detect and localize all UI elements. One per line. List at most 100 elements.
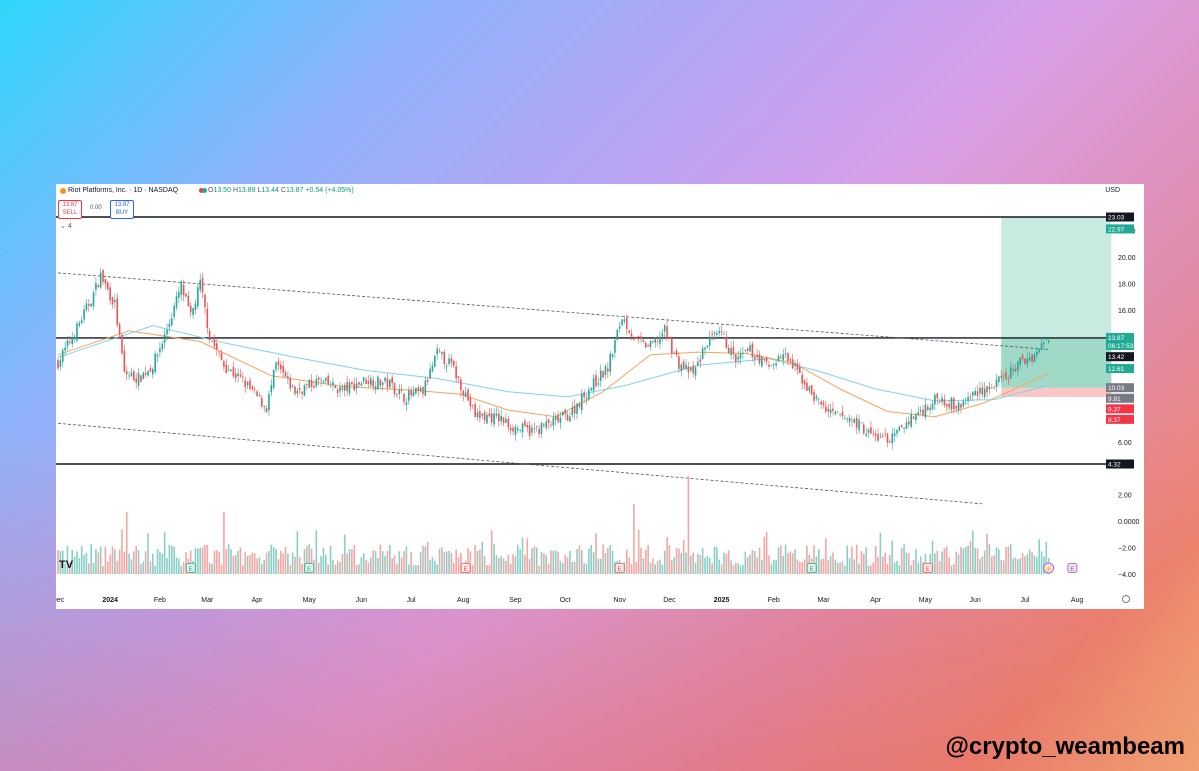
candle-body	[599, 370, 602, 381]
candle-body	[97, 284, 100, 288]
volume-bar	[230, 549, 232, 574]
volume-bar	[915, 548, 917, 574]
candle-body	[1028, 357, 1031, 361]
candle-body	[213, 339, 216, 347]
candle-body	[464, 392, 467, 397]
volume-bar	[727, 550, 730, 574]
volume-bar	[998, 549, 1000, 574]
price-label-box	[1106, 414, 1134, 424]
sell-button[interactable]: 13.87 SELL	[58, 200, 82, 219]
candle-body	[533, 428, 536, 430]
x-tick-label: Aug	[457, 597, 470, 604]
candle-body	[770, 364, 773, 366]
volume-bar	[521, 537, 524, 574]
low-label: L	[257, 187, 262, 194]
candle-body	[144, 373, 147, 375]
candle-body	[279, 364, 282, 370]
chart-panel[interactable]: 26.0022.0020.0018.0016.006.002.000.0000−…	[56, 184, 1144, 609]
volume-bar	[121, 529, 123, 574]
volume-bar	[97, 552, 100, 574]
candle-body	[858, 419, 860, 431]
candle-body	[1021, 355, 1024, 360]
candle-body	[808, 386, 811, 391]
candle-body	[199, 279, 201, 290]
volume-bar	[588, 548, 590, 574]
volume-bar	[649, 562, 652, 574]
candle-body	[460, 379, 462, 391]
candle-body	[552, 417, 555, 426]
candle-body	[185, 293, 187, 297]
volume-bar	[559, 561, 562, 574]
volume-bar	[194, 548, 197, 574]
volume-bar	[407, 564, 410, 574]
candle-body	[910, 414, 912, 427]
candle-body	[751, 343, 754, 358]
candle-body	[562, 412, 564, 416]
volume-bar	[531, 548, 533, 574]
price-chart[interactable]: 26.0022.0020.0018.0016.006.002.000.0000−…	[56, 184, 1144, 609]
volume-bar	[393, 555, 396, 574]
candle-body	[400, 390, 403, 391]
volume-bar	[569, 550, 571, 574]
y-tick-label: −2.00	[1118, 545, 1136, 552]
volume-bar	[211, 563, 213, 574]
candle-body	[123, 350, 126, 372]
candle-body	[630, 333, 633, 337]
candle-body	[135, 378, 138, 383]
volume-bar	[867, 565, 870, 574]
price-label-box	[1106, 404, 1134, 414]
candle-body	[220, 352, 223, 360]
candle-body	[104, 279, 107, 284]
candle-body	[708, 336, 711, 346]
volume-bar	[353, 545, 356, 574]
candle-body	[867, 429, 870, 433]
candle-body	[583, 392, 585, 398]
candle-body	[732, 346, 735, 354]
candle-body	[481, 413, 484, 416]
candle-body	[111, 297, 114, 305]
volume-bar	[306, 545, 308, 574]
candle-body	[524, 421, 526, 426]
volume-bar	[329, 545, 332, 574]
indicators-toggle[interactable]: ⌄ 4	[60, 223, 72, 230]
volume-bar	[175, 557, 178, 574]
buy-button[interactable]: 13.87 BUY	[110, 200, 134, 219]
candle-body	[607, 368, 609, 372]
symbol-logo-icon	[60, 188, 66, 194]
volume-bar	[934, 553, 936, 574]
volume-bar	[502, 558, 505, 574]
candle-body	[85, 303, 88, 310]
candle-body	[332, 382, 334, 386]
volume-bar	[578, 545, 581, 574]
candle-body	[753, 356, 756, 360]
candle-body	[289, 377, 292, 389]
volume-bar	[455, 549, 457, 574]
volume-bar	[820, 559, 822, 574]
candle-body	[434, 355, 436, 367]
candle-body	[1009, 367, 1012, 379]
price-label-text: 12.61	[1108, 366, 1125, 373]
volume-bar	[374, 551, 377, 574]
volume-bar	[626, 549, 628, 574]
candle-body	[187, 295, 190, 307]
candle-body	[806, 382, 808, 391]
volume-bar	[178, 558, 180, 574]
volume-bar	[571, 561, 574, 574]
volume-bar	[351, 549, 353, 574]
candle-body	[896, 429, 898, 434]
candle-body	[860, 422, 863, 424]
candle-body	[303, 385, 306, 396]
volume-bar	[758, 547, 761, 574]
moving-averages	[57, 325, 1049, 418]
currency-label[interactable]: USD	[1105, 187, 1120, 194]
price-label-text: 13.42	[1108, 354, 1125, 361]
x-tick-label: Sep	[509, 597, 522, 604]
x-tick-label: Jun	[970, 597, 981, 604]
candle-body	[173, 305, 175, 317]
candle-body	[490, 413, 493, 423]
candle-body	[953, 398, 955, 410]
volume-bar	[147, 533, 149, 574]
volume-bar	[372, 550, 375, 574]
symbol-title[interactable]: Riot Platforms, Inc. · 1D · NASDAQ	[68, 187, 179, 194]
